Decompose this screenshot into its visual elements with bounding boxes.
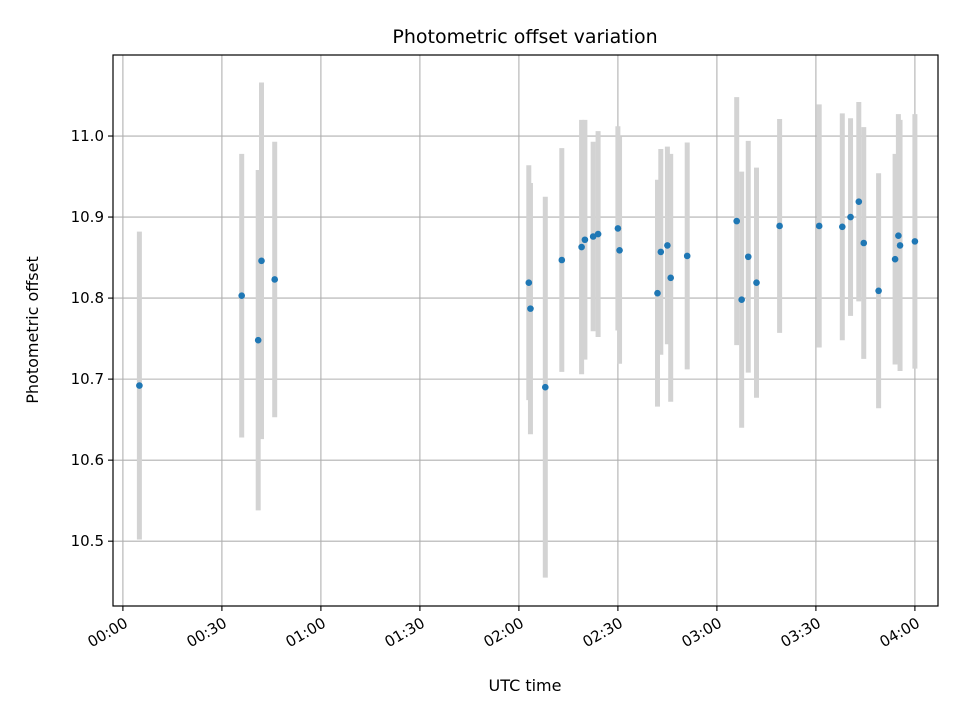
data-point (254, 336, 262, 344)
data-point (614, 225, 622, 232)
data-point (581, 236, 589, 244)
data-point (733, 217, 740, 225)
data-point (258, 257, 265, 265)
y-axis-ticks: 10.5 10.6 10.7 10.8 10.9 11.0 (71, 127, 113, 550)
data-point (744, 253, 752, 261)
data-point (136, 382, 143, 389)
data-point (527, 305, 534, 312)
plot-frame (112, 54, 939, 607)
data-point (855, 198, 863, 205)
data-point (657, 248, 665, 256)
data-point (839, 223, 846, 231)
data-point (542, 383, 549, 391)
data-point (860, 239, 868, 247)
chart-title: Photometric offset variation (392, 26, 657, 48)
y-tick-label: 10.8 (71, 289, 104, 307)
data-point (891, 255, 899, 263)
y-tick-label: 10.6 (71, 451, 104, 469)
data-point (911, 238, 919, 245)
data-point (664, 242, 671, 249)
y-tick-label: 10.7 (71, 370, 104, 388)
data-point (776, 222, 783, 230)
data-point (616, 246, 623, 254)
data-point (683, 252, 691, 260)
data-point (578, 243, 585, 251)
data-point (738, 296, 745, 304)
data-point (558, 256, 566, 264)
data-point (594, 230, 602, 238)
y-axis-label: Photometric offset (23, 256, 42, 404)
data-point (667, 274, 674, 282)
data-points (136, 198, 919, 391)
data-point (895, 232, 902, 239)
data-point (589, 233, 597, 240)
data-point (875, 287, 882, 295)
data-point (271, 276, 279, 283)
x-axis-label: UTC time (489, 676, 562, 695)
y-tick-label: 10.9 (71, 208, 104, 226)
y-tick-label: 11.0 (71, 127, 104, 145)
data-point (815, 222, 823, 230)
data-point (847, 213, 854, 221)
data-point (525, 279, 533, 286)
y-tick-label: 10.5 (71, 532, 104, 550)
data-point (896, 242, 904, 249)
data-point (753, 279, 760, 286)
data-point (238, 292, 245, 299)
data-point (654, 289, 661, 297)
